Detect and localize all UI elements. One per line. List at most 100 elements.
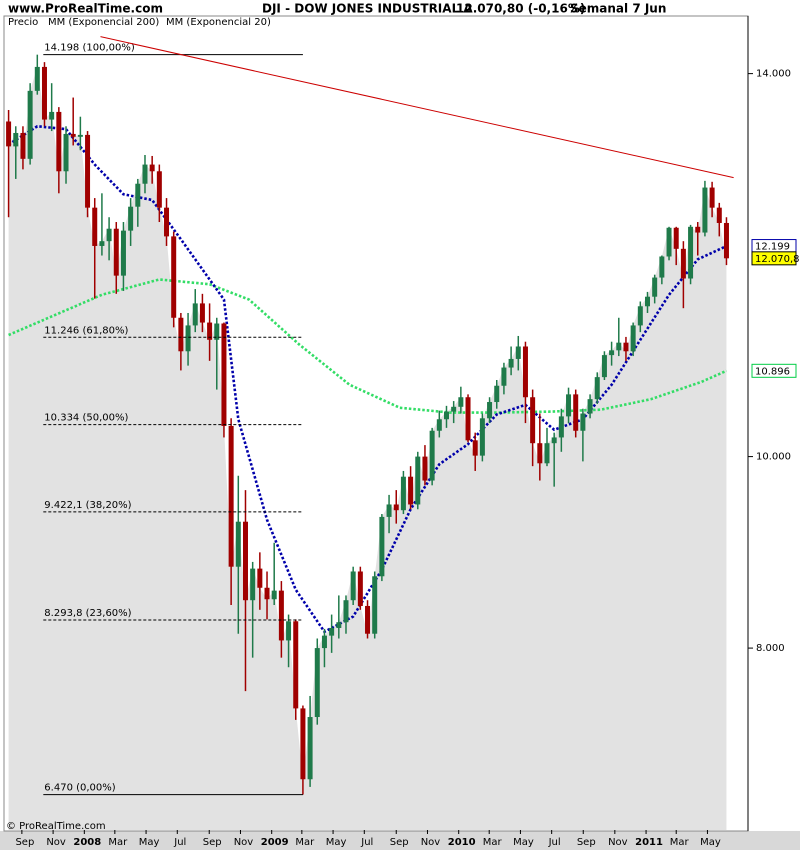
bar-body: [415, 456, 421, 505]
fibonacci-label: 11.246 (61,80%): [44, 325, 128, 336]
bar-body: [13, 132, 19, 147]
y-tick-label: 8.000: [756, 643, 785, 654]
price-label-box: [751, 251, 797, 266]
bar-body: [436, 419, 442, 431]
x-tick-label: 2011: [635, 837, 663, 848]
bar-body: [156, 171, 162, 208]
bar-body: [652, 277, 658, 297]
bar-body: [41, 66, 47, 120]
x-tick-label: Nov: [234, 837, 254, 848]
bar-body: [530, 397, 536, 444]
bar-body: [544, 443, 550, 464]
bar-body: [214, 323, 220, 340]
bar-body: [264, 587, 270, 600]
bar-body: [573, 394, 579, 431]
bar-body: [558, 416, 564, 438]
x-tick-label: Mar: [108, 837, 128, 848]
bar-body: [329, 627, 335, 636]
x-tick-label: Jul: [360, 837, 373, 848]
bar-body: [185, 325, 191, 352]
price-label: 12.199: [755, 242, 790, 253]
bar-body: [142, 164, 148, 184]
x-tick-label: 2010: [448, 837, 476, 848]
bar-body: [587, 399, 593, 414]
bar-body: [257, 568, 263, 588]
fibonacci-label: 14.198 (100,00%): [44, 43, 135, 54]
bar-body: [566, 394, 572, 417]
legend-entry: MM (Exponencial 200): [48, 17, 159, 28]
bar-body: [192, 303, 198, 326]
x-tick-label: Mar: [670, 837, 690, 848]
bar-body: [20, 132, 26, 159]
bar-body: [695, 226, 701, 233]
x-tick-label: Jul: [548, 837, 561, 848]
bar-body: [365, 605, 371, 634]
bar-body: [522, 346, 528, 398]
bar-body: [357, 571, 363, 606]
bar-body: [235, 521, 241, 567]
fibonacci-label: 9.422,1 (38,20%): [44, 500, 131, 511]
moving-average: [7, 124, 728, 634]
bar-body: [537, 443, 543, 464]
x-tick-label: May: [700, 837, 721, 848]
bar-body: [501, 367, 507, 386]
bar-body: [580, 413, 586, 431]
bar-body: [429, 430, 435, 481]
price-area: [8, 66, 727, 830]
bar-body: [286, 621, 292, 641]
bar-body: [666, 227, 672, 257]
fibonacci-label: 6.470 (0,00%): [44, 783, 115, 794]
bar-body: [709, 187, 715, 208]
x-tick-label: May: [513, 837, 534, 848]
price-label-box: [751, 363, 797, 378]
x-tick-label: Nov: [421, 837, 441, 848]
y-tick-label: 10.000: [756, 452, 791, 463]
bar-body: [314, 648, 320, 718]
bar-body: [372, 576, 378, 634]
bar-body: [458, 397, 464, 407]
bar-body: [350, 571, 356, 601]
bar-body: [120, 230, 126, 276]
bar-body: [27, 90, 33, 159]
bar-body: [164, 207, 170, 237]
bar-body: [92, 207, 98, 246]
bar-body: [242, 521, 248, 601]
bar-body: [199, 303, 205, 323]
period: Semanal 7 Jun: [570, 2, 666, 16]
x-axis-band: [0, 831, 800, 850]
bar-body: [494, 385, 500, 403]
x-tick-label: Mar: [483, 837, 503, 848]
bar-body: [56, 111, 62, 172]
x-tick-label: May: [326, 837, 347, 848]
bar-body: [644, 296, 650, 307]
bar-body: [293, 621, 299, 709]
bar-body: [408, 476, 414, 505]
bar-body: [178, 317, 184, 352]
bar-body: [443, 411, 449, 420]
bar-body: [601, 355, 607, 378]
bar-body: [135, 183, 141, 207]
bar-body: [508, 358, 514, 368]
bar-body: [34, 66, 40, 91]
bar-body: [386, 504, 392, 517]
bar-body: [680, 248, 686, 279]
x-tick-label: May: [139, 837, 160, 848]
bar-body: [171, 236, 177, 318]
x-tick-label: Jul: [173, 837, 186, 848]
bar-body: [479, 418, 485, 456]
bar-body: [49, 111, 55, 120]
bar-body: [702, 187, 708, 233]
bar-body: [465, 397, 471, 441]
fibonacci-label: 8.293,8 (23,60%): [44, 608, 131, 619]
bar-body: [379, 516, 385, 577]
x-tick-label: Nov: [46, 837, 66, 848]
bar-body: [609, 350, 615, 356]
fibonacci-label: 10.334 (50,00%): [44, 413, 128, 424]
bar-body: [637, 306, 643, 326]
bar-body: [70, 133, 76, 137]
x-tick-label: 2008: [73, 837, 101, 848]
x-tick-label: Sep: [15, 837, 34, 848]
instrument: DJI - DOW JONES INDUSTRIAL A: [262, 2, 473, 16]
bar-body: [723, 222, 729, 259]
